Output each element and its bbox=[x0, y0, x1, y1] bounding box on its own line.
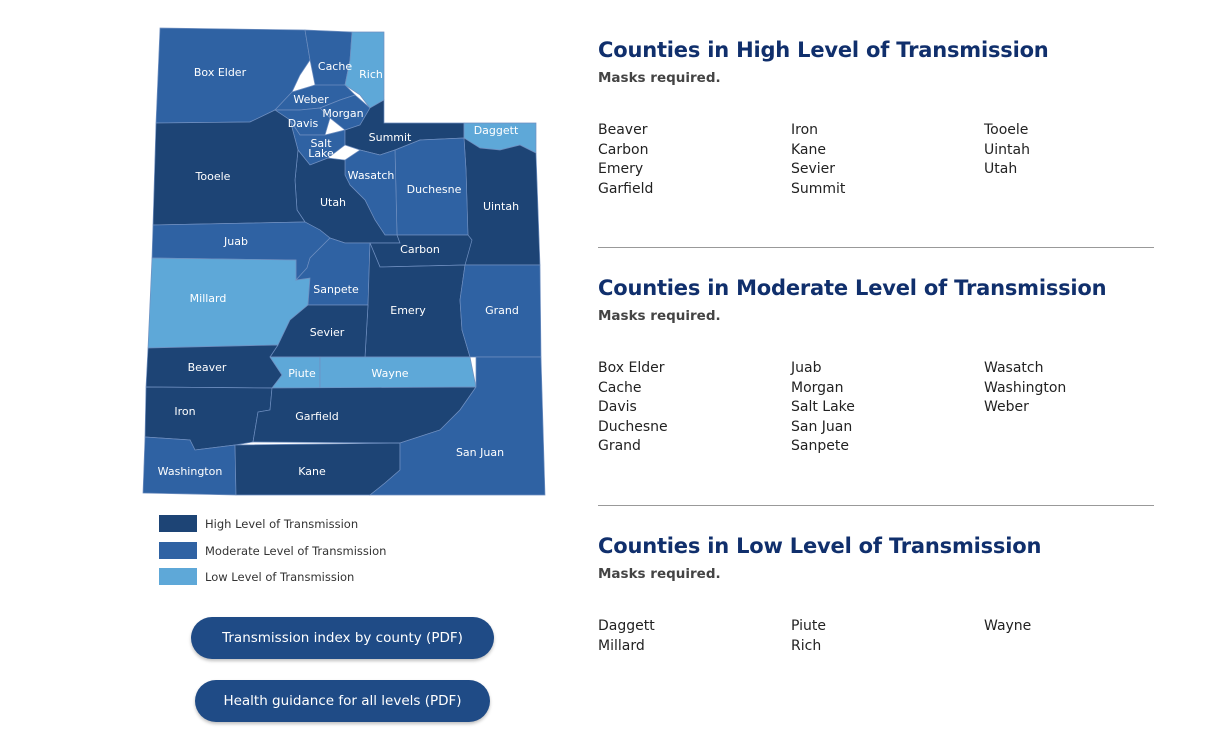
county-name: Tooele bbox=[984, 122, 1029, 138]
county-label: San Juan bbox=[456, 446, 504, 459]
county-label: Emery bbox=[390, 304, 426, 317]
county-name: Piute bbox=[791, 618, 826, 634]
county-label: Wasatch bbox=[348, 169, 395, 182]
county-name: Rich bbox=[791, 637, 822, 654]
county-rich[interactable] bbox=[344, 31, 385, 109]
county-name: Sanpete bbox=[791, 438, 849, 454]
county-label: Carbon bbox=[400, 243, 440, 256]
county-tooele[interactable] bbox=[152, 109, 306, 226]
county-name: Weber bbox=[984, 399, 1029, 415]
county-label: Sanpete bbox=[313, 283, 359, 296]
county-column: Juab Morgan Salt Lake San Juan Sanpete bbox=[791, 359, 855, 457]
section-title: Counties in Moderate Level of Transmissi… bbox=[598, 276, 1107, 300]
county-name: Beaver bbox=[598, 122, 648, 138]
county-name: Morgan bbox=[791, 379, 844, 396]
legend-item-moderate: Moderate Level of Transmission bbox=[159, 542, 386, 559]
county-name: Juab bbox=[791, 360, 822, 376]
county-cache[interactable] bbox=[304, 29, 353, 89]
county-label: Sevier bbox=[310, 326, 345, 339]
county-column: Wasatch Washington Weber bbox=[984, 359, 1066, 418]
county-label: Tooele bbox=[195, 170, 231, 183]
county-label: Piute bbox=[288, 367, 316, 380]
county-label: Garfield bbox=[295, 410, 339, 423]
legend-item-high: High Level of Transmission bbox=[159, 515, 358, 532]
moderate-transmission-section: Counties in Moderate Level of Transmissi… bbox=[598, 276, 1154, 454]
county-name: Salt Lake bbox=[791, 399, 855, 415]
county-name: Carbon bbox=[598, 141, 649, 158]
county-name: Cache bbox=[598, 379, 642, 396]
high-transmission-section: Counties in High Level of Transmission M… bbox=[598, 38, 1154, 197]
county-name: Sevier bbox=[791, 161, 836, 177]
county-label: Davis bbox=[288, 117, 319, 130]
county-label: Wayne bbox=[371, 367, 408, 380]
county-name: Davis bbox=[598, 399, 637, 415]
county-label: Weber bbox=[293, 93, 329, 106]
county-label: Millard bbox=[190, 292, 227, 305]
county-label: Box Elder bbox=[194, 66, 247, 79]
county-name: Daggett bbox=[598, 618, 655, 634]
county-name: Emery bbox=[598, 161, 644, 177]
section-note: Masks required. bbox=[598, 308, 721, 324]
legend-swatch-moderate bbox=[159, 542, 197, 559]
county-label: Grand bbox=[485, 304, 519, 317]
county-label: Summit bbox=[369, 131, 412, 144]
county-label: Duchesne bbox=[407, 183, 462, 196]
divider bbox=[598, 247, 1154, 248]
county-label: Daggett bbox=[474, 124, 519, 137]
county-name: Duchesne bbox=[598, 418, 668, 435]
section-title: Counties in Low Level of Transmission bbox=[598, 534, 1042, 558]
county-column: Iron Kane Sevier Summit bbox=[791, 121, 845, 199]
county-name: Summit bbox=[791, 180, 846, 197]
section-title: Counties in High Level of Transmission bbox=[598, 38, 1049, 62]
legend-label: Low Level of Transmission bbox=[205, 569, 355, 584]
legend-item-low: Low Level of Transmission bbox=[159, 568, 354, 585]
county-column: Tooele Uintah Utah bbox=[984, 121, 1030, 180]
transmission-index-pdf-button[interactable]: Transmission index by county (PDF) bbox=[191, 617, 494, 659]
county-column: Beaver Carbon Emery Garfield bbox=[598, 121, 653, 199]
county-label: Kane bbox=[298, 465, 326, 478]
county-label: Juab bbox=[223, 235, 248, 248]
county-name: Wayne bbox=[984, 618, 1032, 634]
county-name: Grand bbox=[598, 438, 641, 454]
county-name: Iron bbox=[791, 122, 819, 138]
county-column: Box Elder Cache Davis Duchesne Grand bbox=[598, 359, 668, 457]
county-label: Salt Lake bbox=[308, 137, 334, 160]
county-column: Piute Rich bbox=[791, 617, 826, 656]
county-name: Box Elder bbox=[598, 360, 665, 376]
divider bbox=[598, 505, 1154, 506]
county-label: Washington bbox=[158, 465, 223, 478]
county-column: Daggett Millard bbox=[598, 617, 655, 656]
county-name: San Juan bbox=[791, 418, 853, 435]
health-guidance-pdf-button[interactable]: Health guidance for all levels (PDF) bbox=[195, 680, 490, 722]
county-name: Kane bbox=[791, 141, 826, 158]
county-label: Morgan bbox=[322, 107, 363, 120]
county-label: Uintah bbox=[483, 200, 519, 213]
county-label: Utah bbox=[320, 196, 346, 209]
legend-label: Moderate Level of Transmission bbox=[205, 543, 387, 558]
county-name: Utah bbox=[984, 161, 1018, 177]
county-label: Cache bbox=[318, 60, 352, 73]
county-san-juan[interactable] bbox=[369, 356, 546, 496]
county-label: Beaver bbox=[188, 361, 227, 374]
county-column: Wayne bbox=[984, 617, 1031, 637]
section-note: Masks required. bbox=[598, 70, 721, 86]
county-name: Washington bbox=[984, 379, 1067, 396]
county-name: Millard bbox=[598, 637, 645, 654]
county-label: Rich bbox=[359, 68, 383, 81]
legend-swatch-low bbox=[159, 568, 197, 585]
section-note: Masks required. bbox=[598, 566, 721, 582]
low-transmission-section: Counties in Low Level of Transmission Ma… bbox=[598, 534, 1154, 654]
legend-label: High Level of Transmission bbox=[205, 516, 359, 531]
legend-swatch-high bbox=[159, 515, 197, 532]
county-name: Wasatch bbox=[984, 360, 1044, 376]
county-name: Uintah bbox=[984, 141, 1030, 158]
county-name: Garfield bbox=[598, 180, 654, 197]
county-label: Iron bbox=[174, 405, 195, 418]
